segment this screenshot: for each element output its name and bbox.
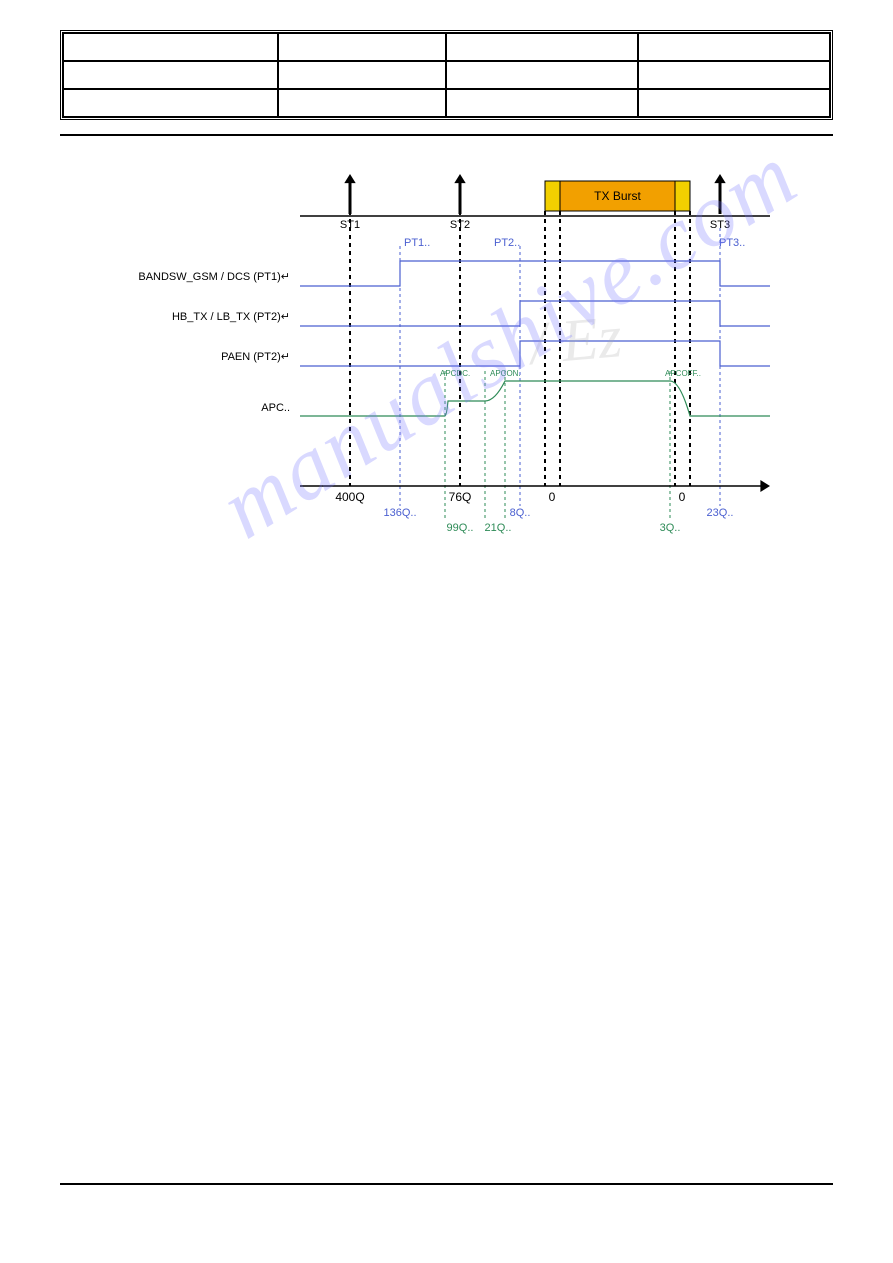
- signal-trace: [300, 341, 770, 366]
- axis-label-green: 99Q..: [447, 522, 474, 534]
- table-cell: [638, 33, 830, 61]
- axis-label-black: 0: [549, 490, 556, 504]
- timing-svg: TX BurstST1ST2ST3PT1..PT2..PT3..BANDSW_G…: [90, 166, 810, 546]
- signal-label: PAEN (PT2)↵: [221, 351, 290, 363]
- axis-label-black: 76Q: [449, 490, 472, 504]
- page: TX BurstST1ST2ST3PT1..PT2..PT3..BANDSW_G…: [0, 0, 893, 1263]
- apc-event-label: APCDC.: [440, 369, 470, 378]
- apc-event-label: APCOFF..: [665, 369, 701, 378]
- pt-label: PT2..: [494, 237, 520, 249]
- table-cell: [278, 89, 447, 117]
- signal-label: BANDSW_GSM / DCS (PT1)↵: [138, 271, 290, 283]
- apc-event-label: APCON.: [490, 369, 521, 378]
- table-cell: [63, 61, 278, 89]
- axis-label-blue: 8Q..: [510, 507, 531, 519]
- table-row: [63, 61, 830, 89]
- table-cell: [446, 61, 638, 89]
- apc-trace: [300, 381, 770, 416]
- axis-label-blue: 23Q..: [707, 507, 734, 519]
- axis-label-black: 400Q: [335, 490, 364, 504]
- content-frame: TX BurstST1ST2ST3PT1..PT2..PT3..BANDSW_G…: [60, 30, 833, 1203]
- rule-under-table: [60, 134, 833, 136]
- pt-label: PT1..: [404, 237, 430, 249]
- table-row: [63, 33, 830, 61]
- header-table: [60, 30, 833, 120]
- table-cell: [63, 33, 278, 61]
- signal-trace: [300, 301, 770, 326]
- table-cell: [446, 89, 638, 117]
- tx-burst-label: TX Burst: [594, 189, 641, 203]
- axis-label-black: 0: [679, 490, 686, 504]
- axis-label-blue: 136Q..: [383, 507, 416, 519]
- table-row: [63, 89, 830, 117]
- axis-label-green: 3Q..: [660, 522, 681, 534]
- table-cell: [446, 33, 638, 61]
- apc-label: APC..: [261, 402, 290, 414]
- signal-label: HB_TX / LB_TX (PT2)↵: [172, 311, 290, 323]
- pt-label: PT3..: [719, 237, 745, 249]
- table-cell: [638, 89, 830, 117]
- signal-trace: [300, 261, 770, 286]
- table-cell: [278, 33, 447, 61]
- table-cell: [278, 61, 447, 89]
- timing-diagram: TX BurstST1ST2ST3PT1..PT2..PT3..BANDSW_G…: [90, 166, 833, 546]
- rule-footer: [60, 1183, 833, 1185]
- axis-label-green: 21Q..: [485, 522, 512, 534]
- table-cell: [63, 89, 278, 117]
- table-cell: [638, 61, 830, 89]
